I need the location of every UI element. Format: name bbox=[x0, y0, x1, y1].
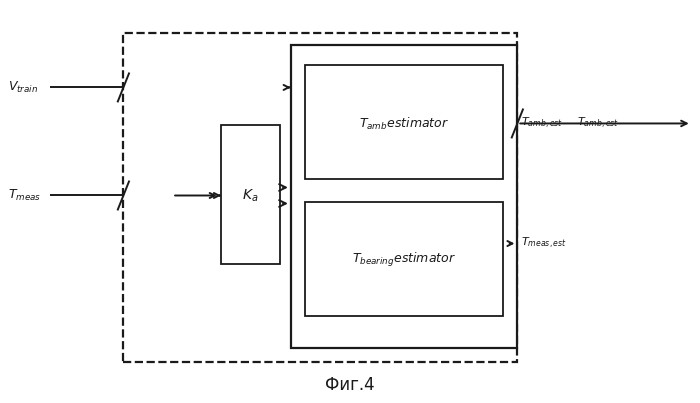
FancyBboxPatch shape bbox=[221, 125, 280, 264]
Text: Фиг.4: Фиг.4 bbox=[326, 376, 374, 394]
Text: $T_{amb,est}$: $T_{amb,est}$ bbox=[521, 116, 563, 131]
FancyBboxPatch shape bbox=[123, 33, 517, 361]
Text: $T_{meas}$: $T_{meas}$ bbox=[8, 188, 41, 203]
Text: $T_{amb,est}$: $T_{amb,est}$ bbox=[577, 116, 619, 131]
Text: $T_{meas,est}$: $T_{meas,est}$ bbox=[521, 236, 567, 251]
Text: $K_a$: $K_a$ bbox=[242, 187, 258, 204]
Text: $T_{bearing}$estimator: $T_{bearing}$estimator bbox=[351, 251, 456, 268]
FancyBboxPatch shape bbox=[290, 46, 517, 347]
Text: $V_{train}$: $V_{train}$ bbox=[8, 80, 38, 95]
FancyBboxPatch shape bbox=[304, 65, 503, 179]
Text: $T_{amb}$estimator: $T_{amb}$estimator bbox=[358, 115, 449, 131]
FancyBboxPatch shape bbox=[304, 202, 503, 316]
